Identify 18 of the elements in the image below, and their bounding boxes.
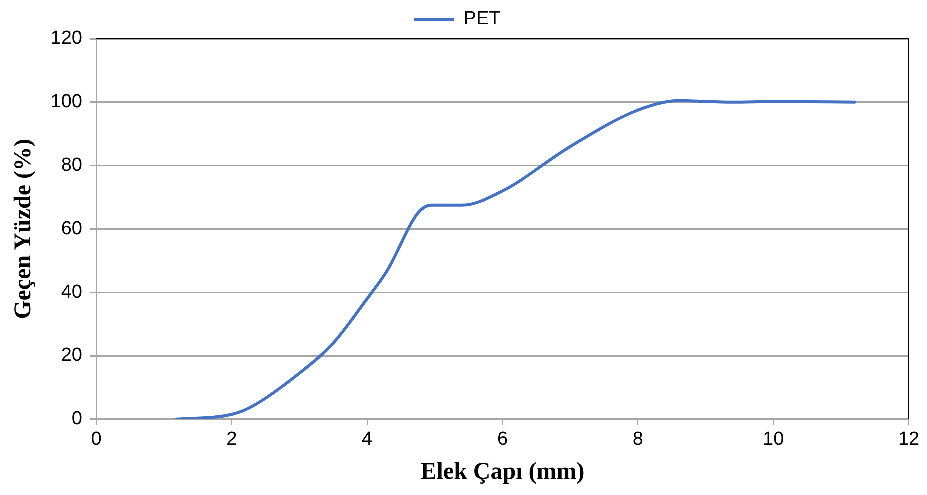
x-tick-label: 10 — [763, 429, 784, 450]
y-tick-label: 60 — [61, 218, 82, 240]
x-tick-label: 6 — [497, 429, 508, 450]
y-tick-label: 80 — [61, 155, 82, 176]
x-tick-label: 8 — [632, 429, 644, 450]
y-tick-label: 0 — [72, 408, 82, 430]
x-axis-title: Elek Çapı (mm) — [420, 458, 585, 485]
line-series — [174, 99, 856, 420]
x-tick-label: 2 — [226, 429, 238, 450]
y-axis-title: Geçen Yüzde (%) — [10, 138, 37, 320]
x-tick-label: 0 — [91, 429, 102, 450]
y-tick-label: 120 — [50, 28, 82, 50]
legend-label: PET — [464, 8, 502, 30]
x-tick-label: 4 — [362, 429, 374, 450]
y-tick-label: 20 — [61, 345, 82, 366]
y-tick-label: 100 — [50, 92, 82, 113]
y-tick-label: 40 — [61, 282, 82, 303]
x-tick-label: 12 — [898, 429, 920, 450]
